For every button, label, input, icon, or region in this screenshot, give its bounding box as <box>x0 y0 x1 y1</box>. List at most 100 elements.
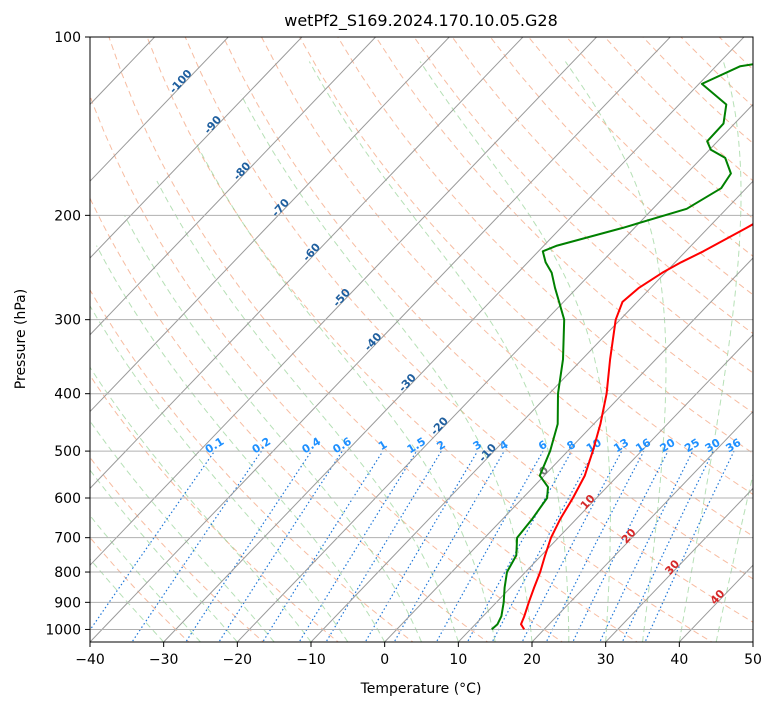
isotherm <box>90 37 377 336</box>
x-tick-label: −30 <box>149 652 179 668</box>
moist-adiabat <box>308 61 570 642</box>
mixing-ratio-line <box>599 450 694 642</box>
isotherm <box>90 37 450 413</box>
moist-adiabat <box>96 245 386 642</box>
mixing-ratio-line <box>218 450 343 642</box>
isotherm-label: 30 <box>662 557 682 577</box>
y-tick-label: 400 <box>54 387 81 403</box>
x-tick-label: 40 <box>670 652 688 668</box>
isotherm <box>162 37 745 642</box>
dry-adiabat <box>184 37 753 623</box>
x-axis: −40 −30 −20 −10 0 10 20 30 40 50 <box>75 642 762 668</box>
isotherm <box>90 37 598 566</box>
dry-adiabat <box>757 37 775 644</box>
isotherm-label: -70 <box>269 196 292 220</box>
y-tick-label: 600 <box>54 491 81 507</box>
isotherm-label: -60 <box>300 240 323 264</box>
isotherm-label: -80 <box>231 159 254 183</box>
mixing-ratio-line <box>521 450 623 642</box>
isotherm <box>752 641 753 642</box>
mixing-ratio-label: 30 <box>703 436 723 455</box>
y-tick-label: 700 <box>54 531 81 547</box>
isotherm <box>90 37 671 642</box>
mixing-ratio-label: 0.1 <box>203 435 226 456</box>
mixing-ratio-label: 20 <box>658 436 678 455</box>
mixing-ratio-line <box>131 450 262 642</box>
y-tick-label: 800 <box>54 565 81 581</box>
dry-adiabat <box>261 37 753 537</box>
isotherm-label: 40 <box>708 587 728 607</box>
moist-adiabat <box>194 141 496 642</box>
dewpoint-profile <box>491 63 753 631</box>
mixing-ratio-label: 0.4 <box>300 435 324 457</box>
mixing-ratio-line <box>644 450 735 642</box>
y-axis: 100 200 300 400 500 600 700 800 900 1000 <box>45 30 90 638</box>
mixing-ratio-label: 1.5 <box>405 435 428 456</box>
dry-adiabat <box>566 37 753 219</box>
y-tick-label: 500 <box>54 444 81 460</box>
isotherm <box>678 564 753 642</box>
x-tick-label: −20 <box>223 652 253 668</box>
y-axis-label: Pressure (hPa) <box>13 289 29 389</box>
isotherm-label: -50 <box>330 286 353 310</box>
moist-adiabat <box>240 94 533 642</box>
dry-adiabat <box>375 37 753 414</box>
isotherm <box>90 37 303 259</box>
dry-adiabat <box>90 456 265 642</box>
moist-adiabat <box>90 469 238 642</box>
mixing-ratio-line <box>435 450 544 642</box>
dry-adiabat <box>146 37 713 642</box>
dry-adiabat <box>604 37 753 182</box>
moist-adiabat <box>419 61 611 642</box>
dry-adiabat <box>90 289 414 642</box>
x-tick-label: 30 <box>597 652 615 668</box>
grid-lines <box>90 37 753 642</box>
x-tick-label: −10 <box>296 652 326 668</box>
y-tick-label: 100 <box>54 30 81 46</box>
moist-adiabat <box>715 472 753 642</box>
isotherm <box>90 37 524 490</box>
isotherm <box>457 334 753 642</box>
y-tick-label: 300 <box>54 313 81 329</box>
x-tick-label: 0 <box>380 652 389 668</box>
isotherm <box>531 410 753 642</box>
isotherm-label: 20 <box>619 526 639 546</box>
x-tick-label: 10 <box>449 652 467 668</box>
isotherm-label: -30 <box>396 371 419 395</box>
isotherm <box>604 487 753 642</box>
moist-adiabat <box>90 304 349 642</box>
mixing-ratio-line <box>325 450 442 642</box>
isotherm <box>90 37 229 182</box>
plot-frame <box>89 36 754 643</box>
mixing-ratio-line <box>545 450 645 642</box>
x-tick-label: −40 <box>75 652 105 668</box>
dry-adiabat <box>108 37 638 642</box>
moist-adiabat <box>90 366 312 642</box>
mixing-ratio-label: 0.6 <box>330 435 354 457</box>
dry-adiabat <box>299 37 753 495</box>
mixing-ratio-line <box>185 450 312 642</box>
moist-adiabat <box>124 215 422 642</box>
moist-adiabat <box>90 420 275 642</box>
chart-title: wetPf2_S169.2024.170.10.05.G28 <box>284 11 558 31</box>
mixing-ratio-label: 25 <box>682 436 702 455</box>
profiles <box>491 63 753 631</box>
dry-adiabat <box>489 37 753 296</box>
dry-adiabat <box>337 37 753 454</box>
x-axis-label: Temperature (°C) <box>360 681 482 697</box>
isotherm <box>236 103 753 642</box>
mixing-ratio-label: 0.2 <box>250 435 273 456</box>
mixing-ratio-line <box>364 450 479 642</box>
mixing-ratio-line <box>393 450 505 642</box>
dry-adiabat <box>413 37 753 374</box>
mixing-ratio-line <box>262 450 384 642</box>
mixing-ratio-line <box>621 450 714 642</box>
y-tick-label: 200 <box>54 208 81 224</box>
background-lines <box>90 37 775 644</box>
dry-adiabat <box>222 37 753 580</box>
isotherm <box>310 180 753 642</box>
mixing-ratio-line <box>298 450 418 642</box>
isotherm-label: 10 <box>578 492 598 512</box>
moist-adiabat <box>156 180 459 642</box>
mixing-ratio-label: 16 <box>633 436 653 455</box>
